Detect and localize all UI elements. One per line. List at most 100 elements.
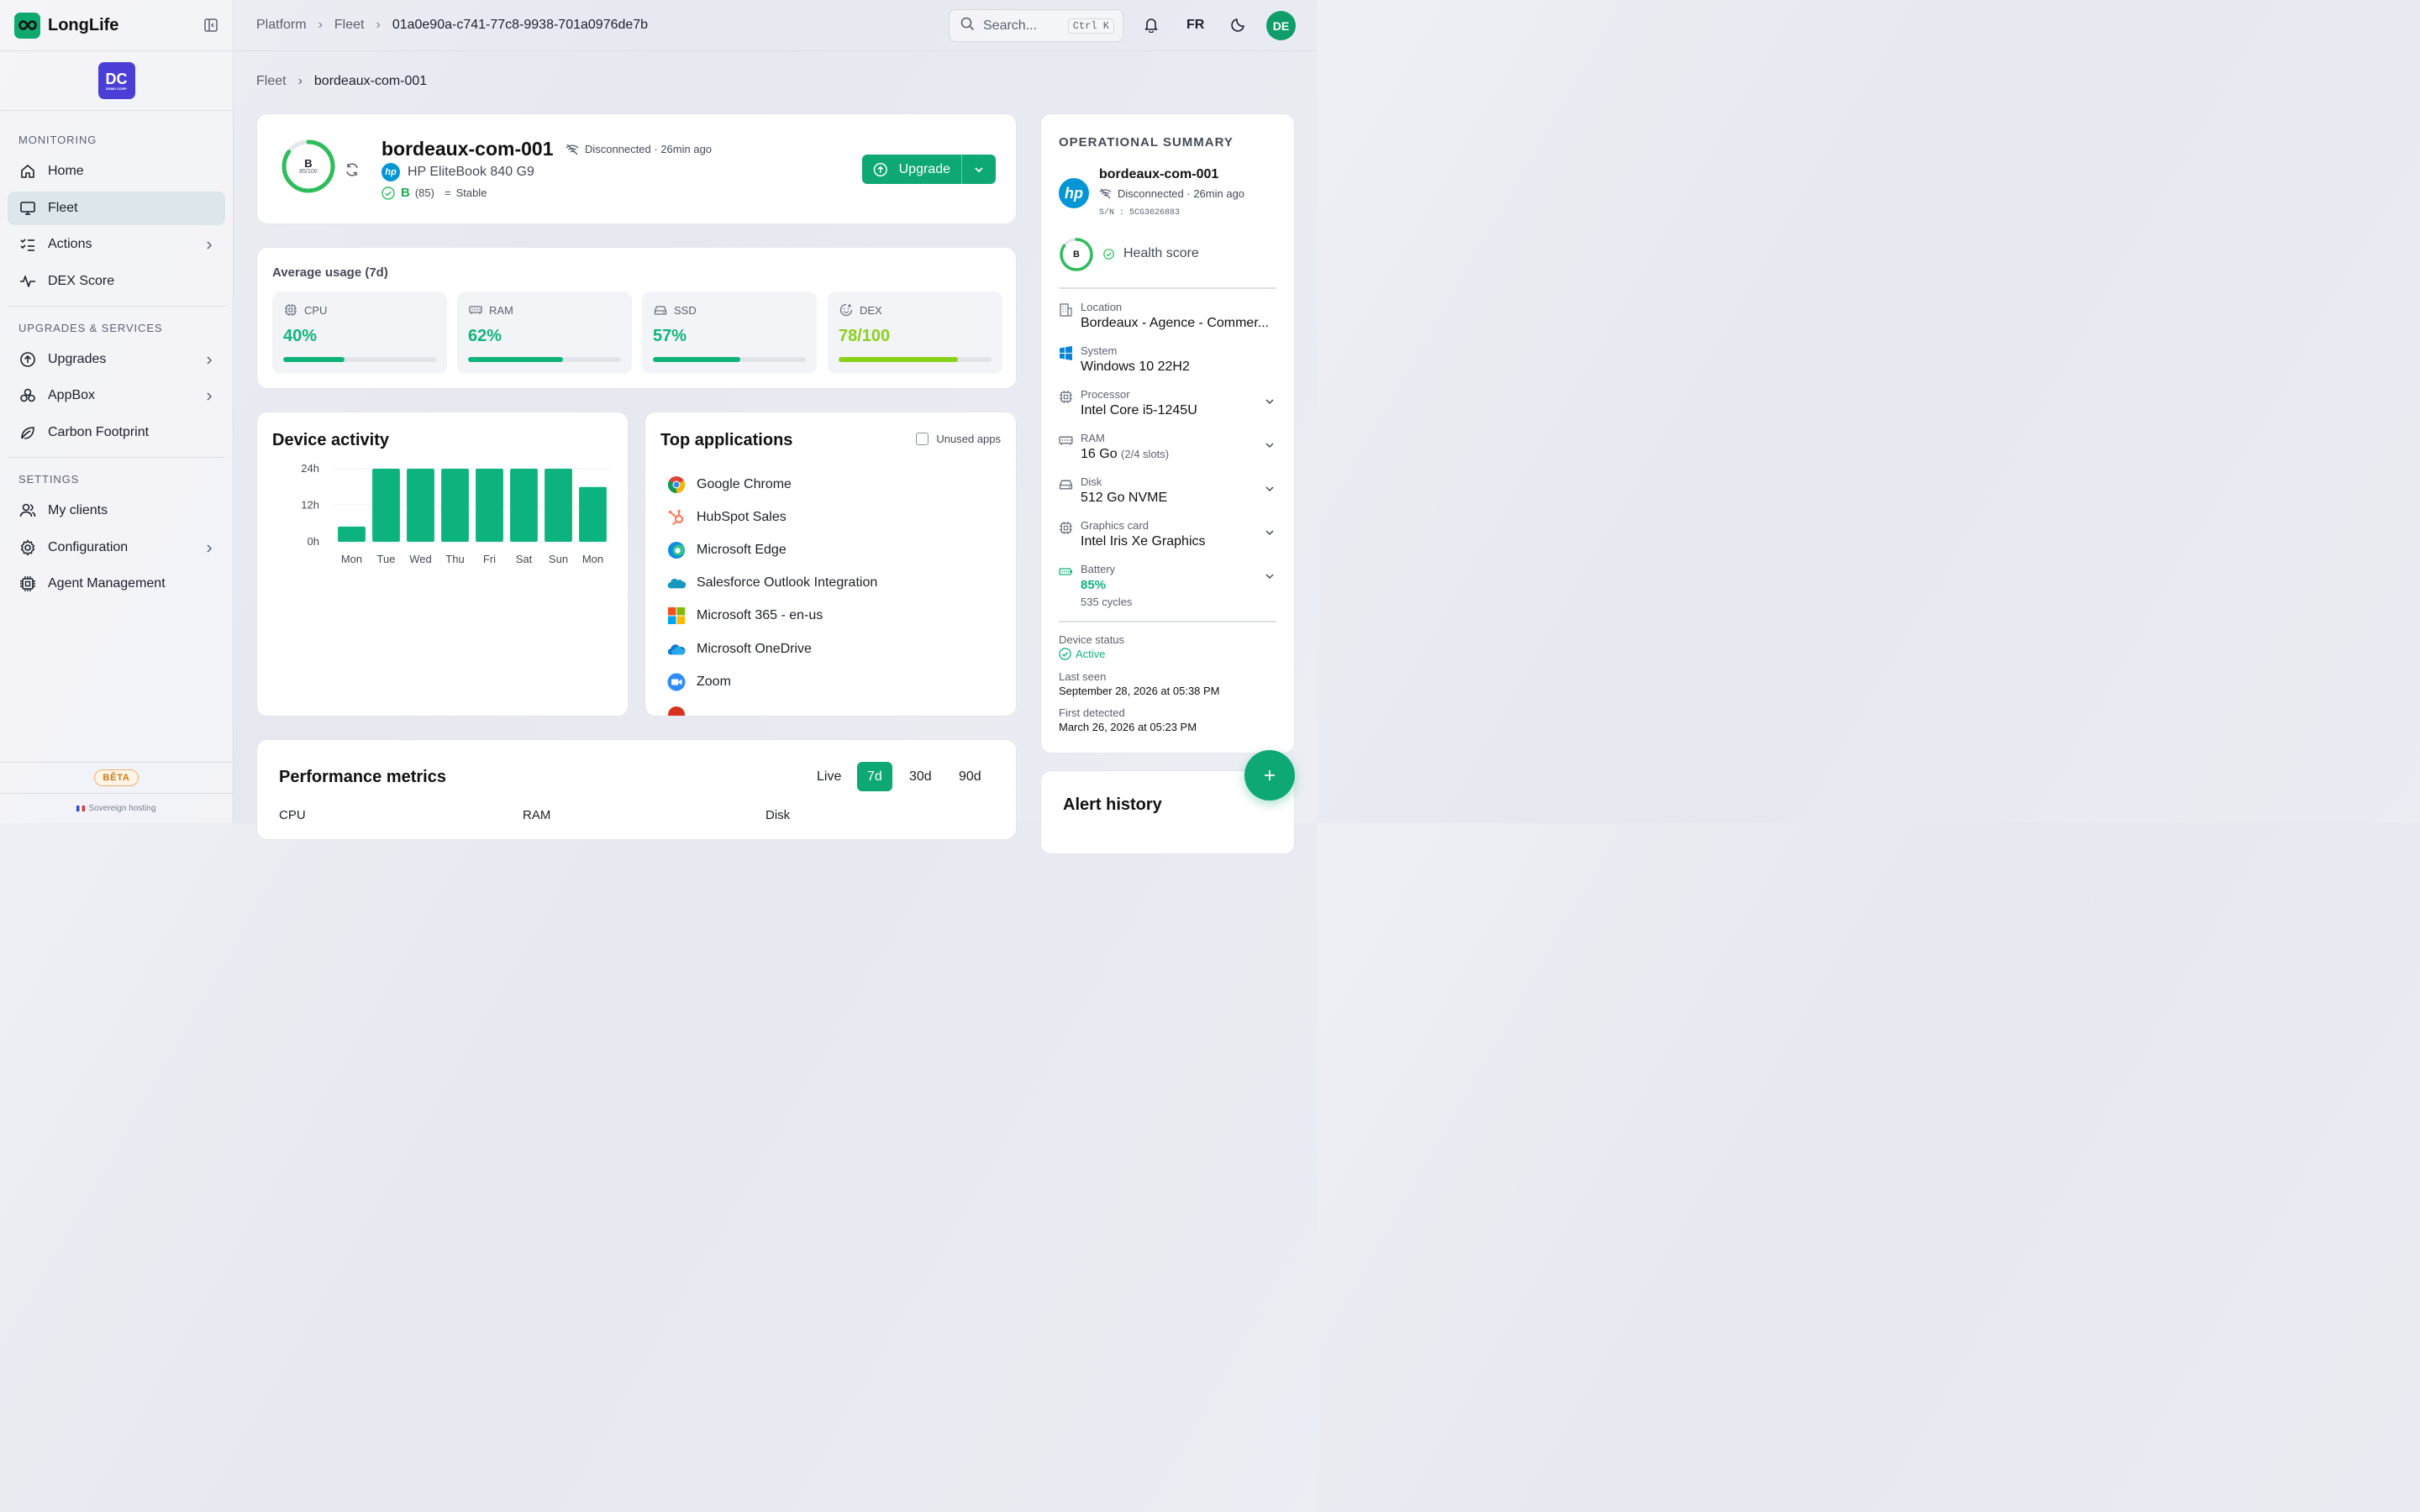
smile-gauge-icon: [839, 303, 853, 317]
last-seen-value: September 28, 2026 at 05:38 PM: [1059, 685, 1220, 697]
list-item[interactable]: Microsoft 365 - en-us: [667, 600, 877, 633]
range-live-button[interactable]: Live: [817, 769, 842, 784]
activity-bar[interactable]: [544, 469, 572, 542]
activity-bar[interactable]: [441, 469, 469, 542]
chevron-right-icon: ›: [376, 18, 381, 32]
list-item[interactable]: Salesforce Outlook Integration: [667, 567, 877, 600]
moon-icon[interactable]: [1231, 17, 1246, 36]
device-model: hp HP EliteBook 840 G9: [381, 163, 534, 181]
range-7d-button[interactable]: 7d: [857, 762, 892, 791]
spec-value: 85%: [1081, 578, 1107, 592]
chevron-down-icon[interactable]: [1265, 440, 1275, 450]
list-item[interactable]: Zoom: [667, 665, 877, 698]
device-grade-row: B (85) = Stable: [381, 186, 487, 200]
sovereign-label: Sovereign hosting: [88, 804, 156, 813]
chip-icon: [18, 575, 37, 593]
list-item[interactable]: Microsoft Edge: [667, 533, 877, 566]
spec-battery[interactable]: Battery 85% 535 cycles: [1059, 563, 1276, 617]
cpu-icon: [285, 304, 297, 316]
summary-title: OPERATIONAL SUMMARY: [1059, 135, 1234, 150]
first-detected-meta: First detected March 26, 2026 at 05:23 P…: [1059, 706, 1197, 733]
nav-section-title: SETTINGS: [18, 472, 80, 486]
upgrade-dropdown-button[interactable]: [962, 165, 996, 175]
upgrade-button[interactable]: Upgrade: [862, 155, 962, 184]
memory-icon: [1059, 436, 1073, 445]
device-status-meta: Device status Active: [1059, 633, 1124, 660]
activity-bar[interactable]: [476, 469, 503, 542]
sidebar-item-dex-score[interactable]: DEX Score: [8, 265, 225, 298]
language-switch[interactable]: FR: [1186, 18, 1205, 32]
activity-bar[interactable]: [407, 469, 434, 542]
sidebar-item-my-clients[interactable]: My clients: [8, 494, 225, 528]
sidebar-item-label: AppBox: [48, 388, 96, 403]
activity-bar[interactable]: [579, 486, 607, 542]
activity-bar[interactable]: [510, 469, 538, 542]
org-logo[interactable]: DC DEMO CORP: [97, 62, 135, 99]
usage-label: CPU: [304, 303, 328, 317]
chevron-down-icon[interactable]: [1265, 571, 1275, 581]
nav-divider: [8, 305, 225, 307]
sidebar-item-label: Upgrades: [48, 351, 107, 366]
health-grade: B: [1073, 249, 1080, 260]
nav-section-title: UPGRADES & SERVICES: [18, 321, 163, 334]
sidebar-item-configuration[interactable]: Configuration: [8, 531, 225, 564]
spec-graphics-card[interactable]: Graphics card Intel Iris Xe Graphics: [1059, 519, 1276, 563]
spec-location: Location Bordeaux - Agence - Commer...: [1059, 301, 1276, 344]
range-30d-button[interactable]: 30d: [909, 769, 932, 784]
spec-processor[interactable]: Processor Intel Core i5-1245U: [1059, 388, 1276, 432]
page-breadcrumb-fleet[interactable]: Fleet: [256, 74, 287, 88]
sidebar-item-label: DEX Score: [48, 273, 115, 288]
search-input[interactable]: Search... Ctrl K: [949, 9, 1123, 42]
list-item[interactable]: Microsoft OneDrive: [667, 633, 877, 665]
spec-extra: (2/4 slots): [1121, 448, 1170, 460]
app-name: Zoom: [697, 674, 731, 689]
page-breadcrumb: Fleet › bordeaux-com-001: [256, 74, 427, 89]
bell-icon[interactable]: [1144, 17, 1159, 37]
alert-history-title: Alert history: [1063, 795, 1162, 814]
org-switcher[interactable]: DC DEMO CORP: [0, 51, 233, 111]
list-item[interactable]: HubSpot Sales: [667, 501, 877, 533]
range-90d-button[interactable]: 90d: [959, 769, 981, 784]
chevron-down-icon[interactable]: [1265, 484, 1275, 494]
meta-label: First detected: [1059, 706, 1125, 719]
sidebar-item-appbox[interactable]: AppBox: [8, 379, 225, 412]
sidebar-item-home[interactable]: Home: [8, 155, 225, 188]
breadcrumb-platform[interactable]: Platform: [256, 18, 307, 32]
sidebar: LongLife DC DEMO CORP MONITORING Home Fl…: [0, 0, 234, 823]
usage-label: RAM: [489, 303, 513, 317]
spec-value-wrap: 16 Go (2/4 slots): [1081, 447, 1276, 462]
usage-tile-ram: RAM 62%: [457, 291, 632, 374]
activity-bar[interactable]: [338, 526, 366, 542]
breadcrumb-fleet[interactable]: Fleet: [334, 18, 365, 32]
arrow-up-circle-icon: [18, 350, 37, 369]
avatar[interactable]: DE: [1266, 11, 1296, 40]
unused-apps-checkbox[interactable]: [916, 433, 929, 445]
chevron-down-icon[interactable]: [1265, 396, 1275, 407]
infinity-logo-icon: [14, 12, 40, 39]
device-status-value: Active: [1076, 648, 1106, 660]
sidebar-item-label: Fleet: [48, 200, 78, 215]
sidebar-item-fleet[interactable]: Fleet: [8, 191, 225, 225]
leaf-icon: [18, 423, 37, 442]
usage-label: SSD: [674, 303, 697, 317]
sidebar-collapse-icon[interactable]: [203, 18, 218, 33]
spec-label: System: [1081, 344, 1118, 357]
list-item[interactable]: Google Chrome: [667, 468, 877, 501]
refresh-icon[interactable]: [345, 162, 360, 181]
summary-status: Disconnected · 26min ago: [1099, 187, 1244, 200]
sidebar-item-actions[interactable]: Actions: [8, 228, 225, 261]
usage-bar-fill: [653, 357, 740, 362]
perf-column-cpu: CPU: [279, 808, 306, 822]
spec-disk[interactable]: Disk 512 Go NVME: [1059, 475, 1276, 519]
spec-ram[interactable]: RAM 16 Go (2/4 slots): [1059, 432, 1276, 475]
chevron-down-icon[interactable]: [1265, 528, 1275, 538]
add-fab-button[interactable]: [1244, 750, 1295, 801]
check-circle-icon: [381, 186, 395, 200]
usage-bar: [283, 357, 436, 362]
sidebar-item-upgrades[interactable]: Upgrades: [8, 343, 225, 376]
activity-bar[interactable]: [372, 469, 400, 542]
sidebar-item-carbon-footprint[interactable]: Carbon Footprint: [8, 416, 225, 449]
unused-apps-toggle[interactable]: Unused apps: [916, 433, 1001, 445]
sidebar-item-agent-management[interactable]: Agent Management: [8, 567, 225, 601]
hp-logo-icon: hp: [381, 163, 400, 181]
